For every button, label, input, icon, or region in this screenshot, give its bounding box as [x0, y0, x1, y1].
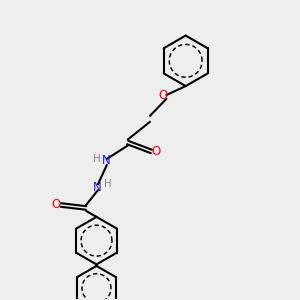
Text: O: O	[52, 199, 61, 212]
Text: H: H	[103, 179, 111, 189]
Text: O: O	[158, 88, 167, 101]
Text: O: O	[151, 145, 160, 158]
Text: N: N	[93, 181, 102, 194]
Text: N: N	[102, 154, 111, 167]
Text: H: H	[93, 154, 101, 164]
